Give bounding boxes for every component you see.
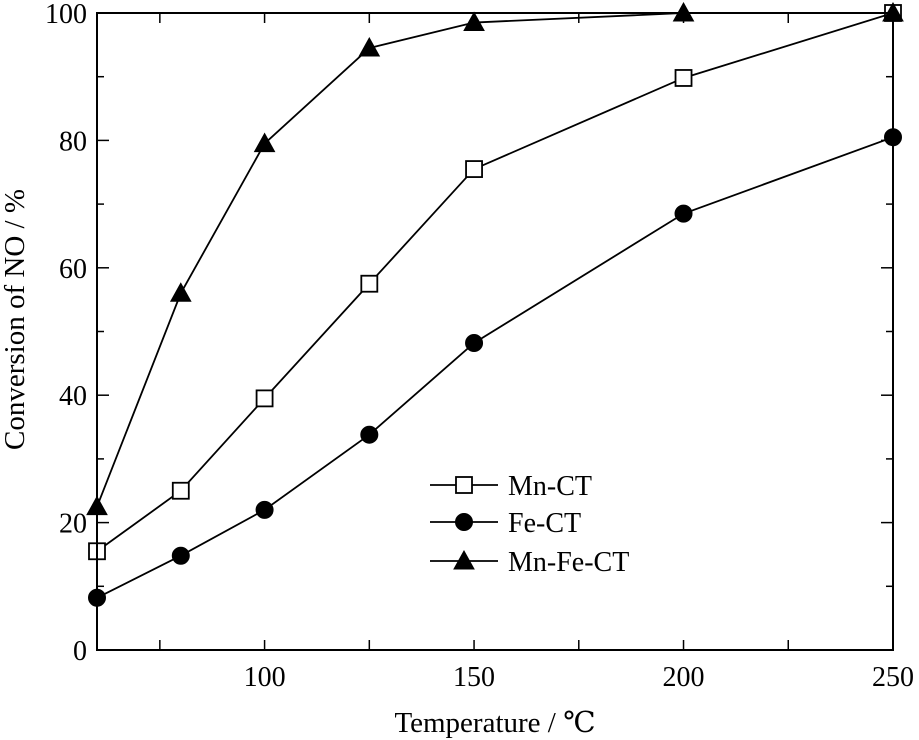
labels-layer: 100 150 200 250 0 20 40 60 80 100 (45, 0, 914, 693)
x-tick-label: 250 (872, 662, 914, 693)
data-point (253, 132, 276, 153)
y-axis-title: Conversion of NO / % (0, 189, 31, 450)
series-line (96, 12, 893, 508)
data-point (358, 37, 381, 57)
data-point (465, 333, 484, 352)
data-point (255, 389, 274, 408)
legend: Mn-CT Fe-CT Mn-Fe-CT (430, 471, 629, 578)
legend-marker (455, 476, 473, 494)
y-tick-label: 80 (59, 126, 87, 157)
series-fe-ct (88, 128, 902, 607)
plot-frame (96, 12, 894, 651)
legend-label: Mn-Fe-CT (508, 547, 629, 578)
y-tick-label: 100 (45, 0, 87, 30)
x-axis-title: Temperature / ℃ (394, 707, 595, 739)
legend-label: Mn-CT (508, 471, 592, 502)
x-tick-label: 100 (244, 662, 286, 693)
legend-label: Fe-CT (508, 508, 581, 539)
data-point (169, 282, 192, 302)
y-tick-label: 60 (59, 254, 87, 285)
data-point (674, 69, 693, 87)
data-point (171, 481, 190, 500)
data-point (171, 546, 190, 565)
series-line (96, 12, 894, 552)
data-point (360, 425, 379, 444)
data-point (465, 160, 483, 178)
x-tick-label: 150 (453, 662, 495, 693)
legend-marker (453, 549, 475, 570)
x-tick-label: 200 (663, 662, 705, 693)
series-mn-fe-ct (86, 1, 904, 516)
data-point (255, 500, 274, 519)
series-layer (86, 1, 904, 607)
y-tick-label: 0 (73, 636, 87, 667)
ticks-layer (97, 12, 893, 651)
y-tick-label: 20 (59, 509, 87, 540)
data-point (360, 274, 379, 293)
series-mn-ct (88, 4, 902, 561)
series-line (96, 136, 894, 599)
legend-marker (455, 513, 473, 531)
y-tick-label: 40 (59, 381, 87, 412)
data-point (674, 204, 693, 223)
